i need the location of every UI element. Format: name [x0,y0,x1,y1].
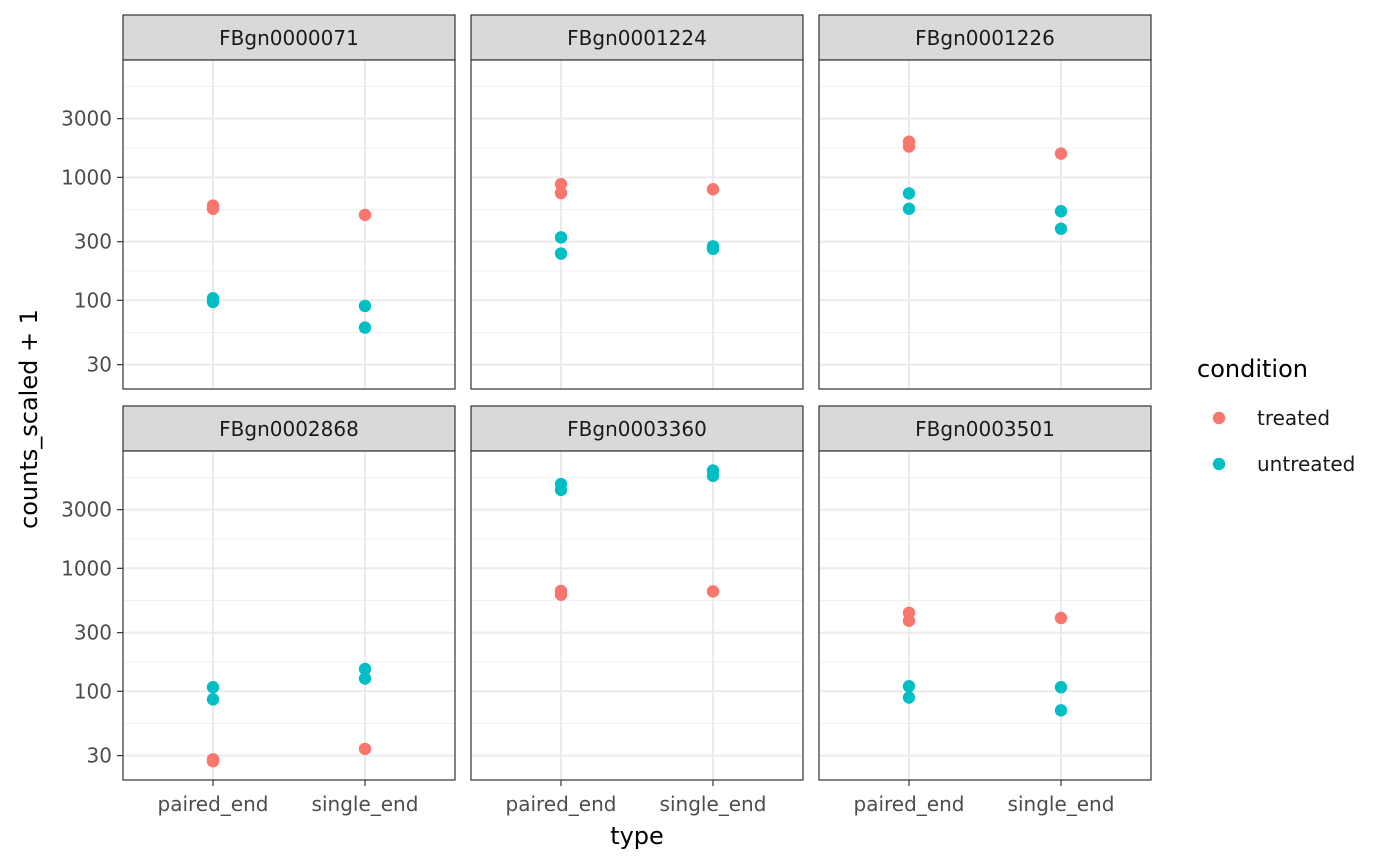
data-point-untreated [206,680,220,694]
panel-border [470,450,804,781]
data-point-untreated [902,187,916,200]
panel-background [819,60,1151,389]
data-point-treated [358,208,372,222]
panel-border [818,450,1152,781]
panel-border [122,59,456,390]
facet-panel: FBgn0000071 [122,14,456,390]
facet-title: FBgn0002868 [219,417,359,441]
data-point-untreated [902,202,916,215]
legend-entry: untreated [1212,452,1355,476]
legend-title: condition [1197,355,1308,383]
panel-background [123,60,455,389]
facet-title: FBgn0000071 [219,26,359,50]
facet-strip [122,14,456,61]
y-tick-label: 1000 [61,556,112,580]
y-axis-title: counts_scaled + 1 [15,309,43,529]
data-point-treated [206,202,220,215]
facet-panel: FBgn0002868 [122,405,456,781]
panel-background [471,60,803,389]
panel-background [123,451,455,780]
legend-entry: treated [1212,406,1330,430]
y-tick-label: 30 [87,353,112,377]
data-point-untreated [206,295,220,309]
y-tick-label: 300 [74,230,112,254]
data-point-untreated [706,242,720,256]
legend-label: treated [1257,406,1330,430]
facet-panel: FBgn0001224 [470,14,804,390]
x-axis-title: type [610,822,664,850]
facet-strip [470,14,804,61]
y-tick-label: 3000 [61,107,112,131]
panel-border [470,59,804,390]
data-point-treated [706,183,720,196]
facet-panel: FBgn0003501 [818,405,1152,781]
data-point-untreated [554,247,568,260]
data-point-untreated [902,680,916,693]
legend-key-untreated [1212,457,1226,471]
facet-title: FBgn0001226 [915,26,1055,50]
y-tick-label: 100 [74,679,112,703]
facet-strip [818,14,1152,61]
panel-background [471,451,803,780]
facet-strip [122,405,456,452]
x-tick-label: single_end [1008,792,1115,816]
y-tick-label: 300 [74,621,112,645]
y-tick-label: 3000 [61,498,112,522]
data-point-treated [1054,611,1068,625]
facet-strip [818,405,1152,452]
data-point-untreated [554,231,568,244]
data-point-untreated [1054,222,1068,235]
data-point-treated [206,755,220,768]
x-tick-label: paired_end [158,792,269,816]
data-point-untreated [206,693,220,706]
facet-title: FBgn0001224 [567,26,707,50]
data-point-untreated [902,691,916,704]
facet-panel: FBgn0003360 [470,405,804,781]
data-point-untreated [706,469,720,483]
facet-title: FBgn0003360 [567,417,707,441]
data-point-treated [902,140,916,153]
data-point-treated [902,614,916,627]
legend-label: untreated [1257,452,1355,476]
axes: 30 100 300 1000 3000 30 100 300 1000 3000 paired_e… [61,107,1114,816]
data-point-untreated [1054,704,1068,717]
panel-border [818,59,1152,390]
data-point-untreated [554,483,568,497]
data-point-treated [554,588,568,601]
x-tick-label: paired_end [854,792,965,816]
facet-panel: FBgn0001226 [818,14,1152,390]
facet-title: FBgn0003501 [915,417,1055,441]
x-tick-label: paired_end [506,792,617,816]
y-tick-label: 100 [74,288,112,312]
legend-key-treated [1212,411,1226,425]
data-point-untreated [358,672,372,685]
y-tick-label: 1000 [61,165,112,189]
facet-panels: FBgn0000071 FBgn0001224 FBgn0001226 FBgn000… [122,14,1152,781]
legend: condition treated untreated [1197,355,1355,476]
y-tick-label: 30 [87,744,112,768]
data-point-untreated [1054,205,1068,218]
data-point-untreated [358,299,372,313]
facet-strip [470,405,804,452]
data-point-treated [554,177,568,191]
data-point-treated [706,585,720,598]
panel-background [819,451,1151,780]
x-tick-label: single_end [312,792,419,816]
data-point-untreated [358,321,372,334]
data-point-untreated [358,662,372,676]
panel-border [122,450,456,781]
x-tick-label: single_end [660,792,767,816]
data-point-untreated [1054,680,1068,694]
data-point-treated [1054,147,1068,160]
data-point-treated [358,742,372,756]
data-point-treated [554,186,568,200]
